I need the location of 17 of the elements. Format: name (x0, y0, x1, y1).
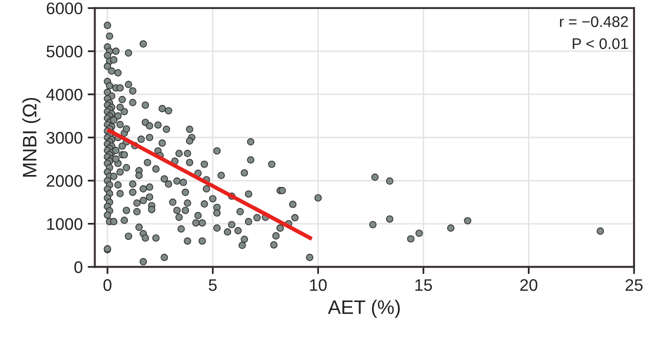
x-tick-label: 10 (310, 279, 327, 291)
y-tick-label: 2000 (46, 175, 82, 187)
x-tick-label: 5 (208, 279, 217, 291)
annotation: P < 0.01 (572, 38, 628, 50)
x-tick-label: 25 (626, 279, 643, 291)
annotation: r = −0.482 (560, 16, 628, 28)
y-tick-label: 6000 (46, 2, 82, 14)
y-tick-label: 5000 (46, 46, 82, 58)
x-tick-label: 15 (415, 279, 432, 291)
y-tick-label: 0 (74, 261, 82, 274)
y-tick-label: 3000 (46, 132, 82, 144)
x-tick-label: 20 (520, 279, 538, 291)
x-tick-label: 0 (103, 279, 112, 291)
y-tick-label: 1000 (47, 218, 82, 230)
y-tick-label: 4000 (46, 88, 82, 101)
y-axis-title: MNBI (Ω) (22, 98, 40, 177)
x-axis-title: AET (%) (328, 300, 400, 318)
